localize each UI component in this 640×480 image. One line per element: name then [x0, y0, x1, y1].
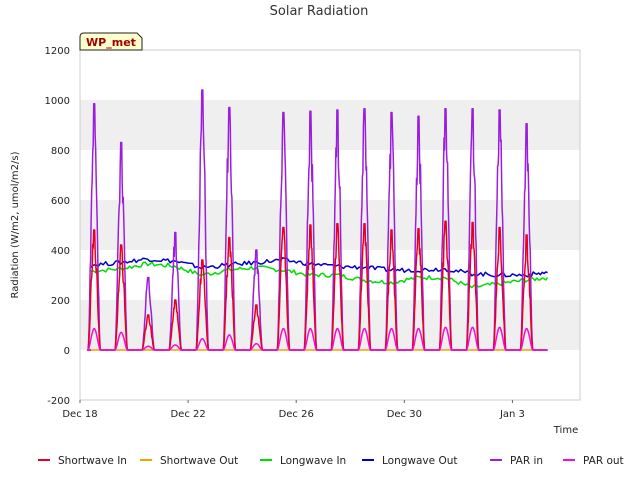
y-tick-label: 0	[64, 346, 70, 357]
grid-band	[80, 150, 580, 200]
grid-band	[80, 100, 580, 150]
grid-band	[80, 350, 580, 400]
grid-band	[80, 300, 580, 350]
x-tick-label: Dec 26	[279, 409, 314, 420]
y-tick-labels: -200 0 200 400 600 800 1000 1200	[45, 46, 70, 407]
series-line-par-out	[86, 326, 548, 351]
y-tick-label: 200	[51, 296, 70, 307]
legend-label: Longwave Out	[382, 455, 457, 467]
station-badge: WP_met	[79, 32, 143, 51]
station-label: WP_met	[86, 36, 136, 49]
x-tick-labels: Dec 18 Dec 22 Dec 26 Dec 30 Jan 3	[62, 400, 525, 420]
x-axis-title: Time	[553, 425, 578, 436]
grid-band	[80, 200, 580, 250]
y-tick-label: 800	[51, 146, 70, 157]
plot-frame	[79, 49, 581, 401]
y-tick-label: 400	[51, 246, 70, 257]
series-line-shortwave-in	[86, 220, 548, 351]
y-axis-title: Radiation (W/m2, umol/m2/s)	[10, 151, 21, 298]
grid-band	[80, 50, 580, 100]
legend-label: Shortwave In	[58, 455, 127, 467]
series-line-par-in	[86, 89, 548, 351]
x-tick-label: Jan 3	[499, 409, 525, 420]
y-tick-label: -200	[47, 396, 70, 407]
legend: Shortwave In Shortwave Out Longwave In Long…	[38, 455, 624, 467]
legend-label: Shortwave Out	[160, 455, 238, 467]
series-lines	[86, 89, 549, 351]
y-tick-label: 1200	[45, 46, 70, 57]
x-tick-label: Dec 30	[387, 409, 422, 420]
legend-label: PAR in	[510, 455, 543, 467]
y-tick-label: 1000	[45, 96, 70, 107]
y-tick-label: 600	[51, 196, 70, 207]
station-badge-shape	[79, 32, 143, 51]
legend-label: Longwave In	[280, 455, 346, 467]
legend-label: PAR out	[583, 455, 624, 467]
x-tick-label: Dec 18	[62, 409, 97, 420]
x-tick-label: Dec 22	[170, 409, 205, 420]
chart-title: Solar Radiation	[270, 4, 369, 19]
